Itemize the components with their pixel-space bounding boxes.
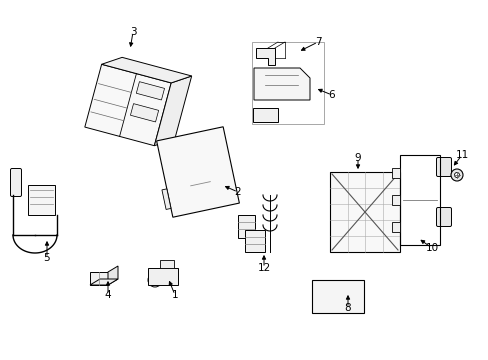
Bar xyxy=(311,280,363,313)
Bar xyxy=(329,172,399,252)
Polygon shape xyxy=(108,266,118,285)
Text: 1: 1 xyxy=(171,290,178,300)
Circle shape xyxy=(148,273,162,287)
Text: 10: 10 xyxy=(425,243,438,253)
Polygon shape xyxy=(252,108,278,122)
Circle shape xyxy=(152,277,158,283)
Polygon shape xyxy=(391,222,399,232)
Polygon shape xyxy=(148,268,178,285)
Circle shape xyxy=(198,174,203,179)
Polygon shape xyxy=(391,168,399,178)
Polygon shape xyxy=(160,260,174,268)
Circle shape xyxy=(254,110,264,120)
Text: 5: 5 xyxy=(43,253,50,263)
Polygon shape xyxy=(238,215,254,238)
Text: 12: 12 xyxy=(257,263,270,273)
Circle shape xyxy=(332,288,337,292)
Bar xyxy=(399,155,439,245)
Circle shape xyxy=(319,297,324,302)
Text: 2: 2 xyxy=(234,187,241,197)
Polygon shape xyxy=(130,104,158,122)
Polygon shape xyxy=(84,64,171,146)
Circle shape xyxy=(345,288,350,292)
Polygon shape xyxy=(162,189,171,210)
Circle shape xyxy=(265,86,273,94)
Polygon shape xyxy=(154,76,191,146)
Polygon shape xyxy=(90,272,108,285)
Text: 6: 6 xyxy=(328,90,335,100)
Circle shape xyxy=(332,297,337,302)
Polygon shape xyxy=(256,48,274,65)
Text: 4: 4 xyxy=(104,290,111,300)
Text: 11: 11 xyxy=(454,150,468,160)
FancyBboxPatch shape xyxy=(436,158,450,176)
Circle shape xyxy=(453,172,459,177)
Polygon shape xyxy=(136,82,164,100)
Polygon shape xyxy=(102,57,191,83)
Polygon shape xyxy=(253,68,309,100)
Polygon shape xyxy=(391,195,399,205)
Text: 3: 3 xyxy=(129,27,136,37)
Bar xyxy=(251,42,324,124)
Text: 7: 7 xyxy=(314,37,321,47)
Polygon shape xyxy=(244,230,264,252)
FancyBboxPatch shape xyxy=(10,168,21,197)
Circle shape xyxy=(319,288,324,292)
Polygon shape xyxy=(156,127,239,217)
Polygon shape xyxy=(90,279,118,285)
Circle shape xyxy=(345,297,350,302)
Text: 9: 9 xyxy=(354,153,361,163)
FancyBboxPatch shape xyxy=(436,207,450,226)
Circle shape xyxy=(450,169,462,181)
Text: 8: 8 xyxy=(344,303,350,313)
Polygon shape xyxy=(28,185,55,215)
